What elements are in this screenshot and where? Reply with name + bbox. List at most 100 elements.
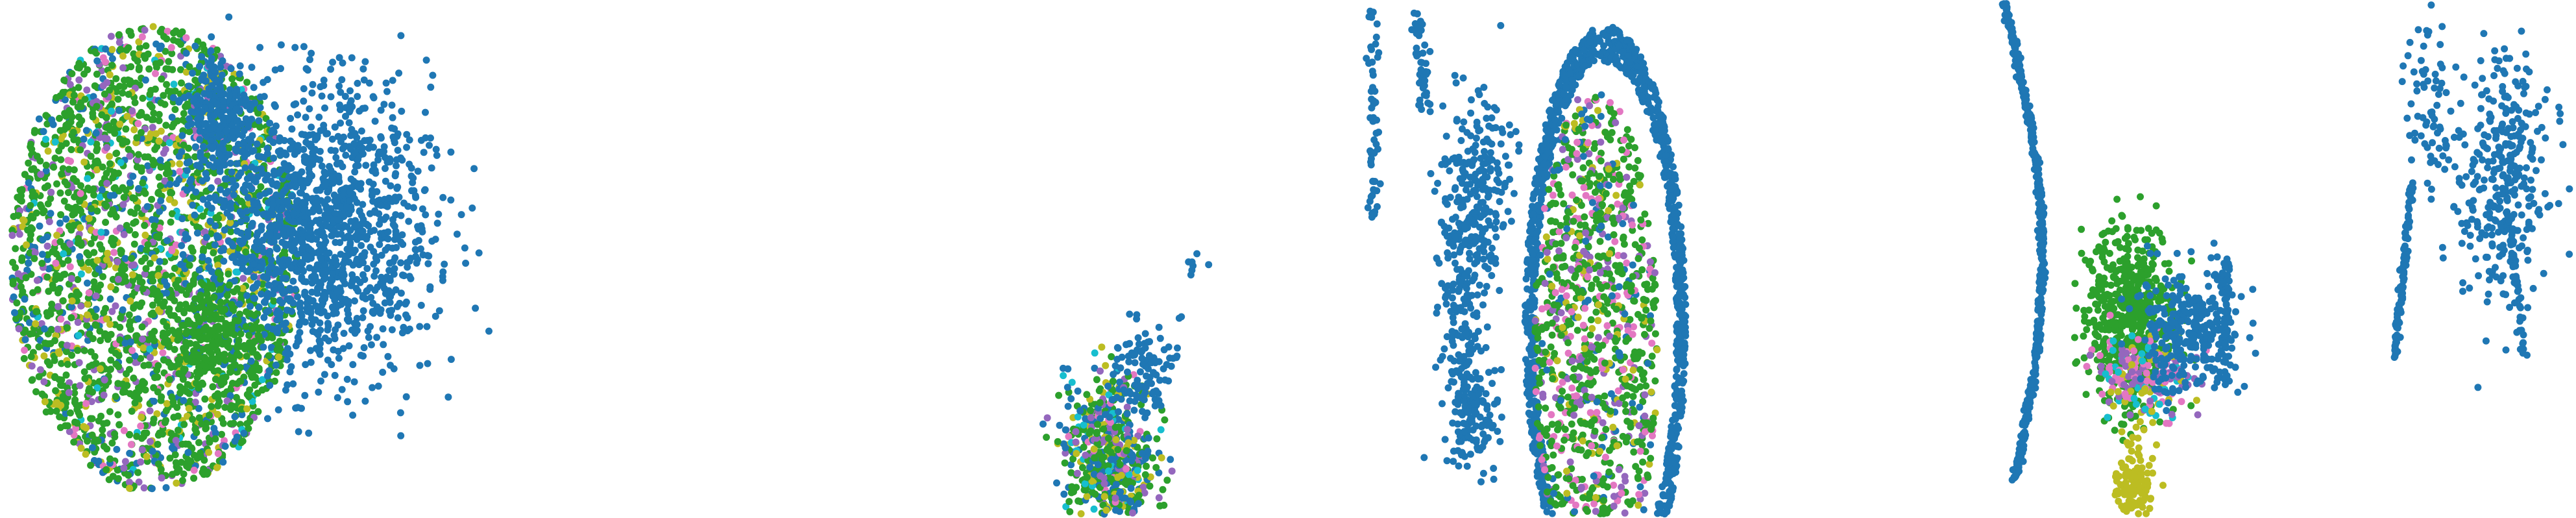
scatter-point — [157, 197, 165, 204]
scatter-point — [192, 188, 200, 196]
scatter-point — [408, 187, 415, 195]
scatter-point — [390, 365, 398, 373]
scatter-point — [75, 332, 82, 339]
scatter-point — [256, 104, 264, 112]
scatter-point — [213, 463, 221, 471]
scatter-point — [84, 279, 91, 287]
scatter-point — [307, 297, 314, 304]
scatter-point — [70, 92, 78, 99]
scatter-point — [236, 237, 243, 245]
scatter-point — [352, 162, 359, 170]
scatter-point — [100, 309, 108, 317]
scatter-point — [260, 343, 267, 351]
scatter-point — [300, 43, 308, 51]
scatter-point — [159, 430, 166, 438]
scatter-point — [267, 177, 275, 185]
scatter-point — [138, 129, 145, 136]
scatter-point — [133, 432, 141, 440]
scatter-point — [127, 63, 135, 71]
scatter-point — [162, 335, 169, 342]
scatter-point — [97, 412, 104, 420]
scatter-point — [138, 323, 146, 331]
scatter-point — [95, 265, 103, 273]
scatter-point — [433, 219, 441, 227]
scatter-point — [420, 149, 428, 156]
scatter-point — [359, 291, 367, 299]
scatter-point — [335, 354, 343, 362]
scatter-point — [41, 398, 49, 406]
scatter-point — [327, 93, 335, 101]
scatter-point — [407, 172, 415, 180]
scatter-point — [83, 321, 91, 329]
scatter-point — [406, 160, 413, 168]
scatter-point — [394, 235, 402, 243]
scatter-point — [371, 227, 378, 234]
scatter-point — [294, 338, 302, 346]
scatter-point — [305, 429, 313, 437]
scatter-point — [129, 173, 137, 180]
scatter-point — [338, 386, 346, 393]
scatter-point — [345, 342, 353, 350]
scatter-point — [195, 304, 203, 312]
scatter-point — [84, 311, 91, 319]
scatter-point — [265, 281, 273, 289]
scatter-point — [172, 241, 180, 249]
scatter-point — [322, 130, 330, 138]
scatter-point — [67, 275, 75, 282]
scatter-point — [237, 377, 245, 385]
scatter-point — [149, 216, 156, 223]
scatter-point — [178, 321, 186, 329]
scatter-point — [112, 75, 120, 82]
scatter-point — [12, 264, 19, 271]
scatter-point — [89, 444, 96, 452]
scatter-point — [40, 378, 48, 386]
scatter-point — [385, 194, 393, 202]
scatter-point — [354, 183, 362, 191]
scatter-point — [67, 146, 75, 153]
scatter-point — [359, 314, 367, 321]
scatter-point — [21, 295, 29, 303]
scatter-point — [84, 175, 91, 182]
scatter-point — [439, 273, 446, 280]
scatter-point — [90, 278, 98, 286]
scatter-point — [114, 95, 122, 103]
scatter-point — [184, 122, 192, 130]
scatter-point — [43, 273, 51, 281]
scatter-point — [48, 116, 56, 124]
scatter-point — [186, 282, 194, 290]
scatter-point — [315, 337, 323, 345]
scatter-point — [291, 43, 299, 51]
scatter-point — [359, 307, 367, 315]
scatter-point — [228, 75, 236, 82]
scatter-point — [250, 312, 258, 319]
scatter-point — [218, 352, 225, 360]
scatter-point — [302, 193, 310, 200]
scatter-point — [80, 70, 88, 78]
scatter-point — [173, 180, 180, 188]
scatter-point — [225, 281, 233, 289]
scatter-point — [351, 297, 358, 305]
scatter-point — [420, 187, 428, 194]
scatter-point — [213, 410, 221, 418]
scatter-point — [83, 86, 91, 94]
scatter-point — [167, 312, 175, 319]
scatter-point — [258, 226, 265, 234]
scatter-point — [11, 309, 18, 317]
scatter-point — [49, 248, 56, 256]
scatter-point — [22, 274, 30, 282]
scatter-point — [432, 145, 440, 153]
scatter-point — [104, 331, 111, 339]
scatter-point — [76, 64, 83, 72]
scatter-point — [148, 330, 156, 338]
scatter-point — [307, 358, 315, 366]
scatter-point — [379, 325, 387, 333]
scatter-point — [57, 156, 65, 164]
scatter-point — [425, 253, 433, 260]
scatter-point — [128, 107, 136, 115]
scatter-point — [250, 84, 258, 92]
scatter-point — [120, 426, 128, 434]
scatter-point — [284, 225, 291, 232]
scatter-point — [21, 336, 29, 343]
scatter-point — [18, 197, 25, 205]
scatter-point — [337, 230, 345, 238]
